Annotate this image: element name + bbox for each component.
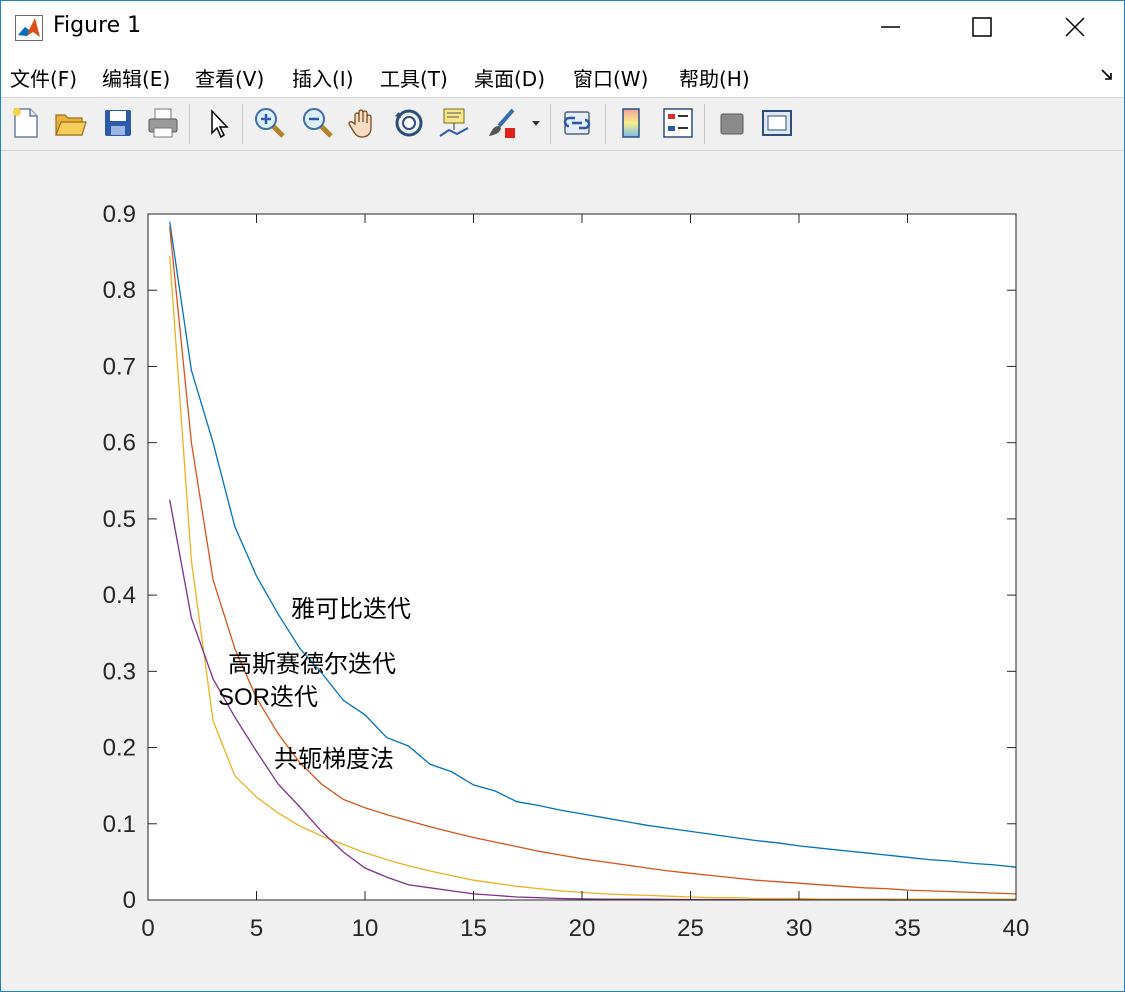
print-icon[interactable] <box>146 106 180 140</box>
legend-icon[interactable] <box>661 106 695 140</box>
maximize-button[interactable] <box>959 1 1005 53</box>
save-icon[interactable] <box>101 106 135 140</box>
link-plot-icon[interactable] <box>560 106 594 140</box>
x-tick-label: 15 <box>460 915 487 942</box>
y-tick-label: 0 <box>123 887 136 914</box>
label-layer: 0 5 10 15 20 25 30 35 40 0 0.1 0.2 0.3 0.4 0.5 0.6 0.7 0.… <box>103 201 1030 942</box>
x-tick-label: 25 <box>677 915 704 942</box>
x-tick-label: 0 <box>141 915 154 942</box>
series-line-jacobi <box>169 221 1017 868</box>
annotation-sor-cjk: 迭代 <box>270 683 318 711</box>
menu-desktop[interactable]: 桌面(D) <box>474 67 546 91</box>
axes-background <box>148 214 1016 900</box>
chevron-down-icon[interactable] <box>529 106 543 140</box>
x-tick-label: 30 <box>786 915 813 942</box>
matlab-logo-icon <box>15 15 43 41</box>
toolbar-separator <box>605 104 606 144</box>
x-tick-label: 10 <box>352 915 379 942</box>
annotation-gauss-seidel: 高斯赛德尔迭代 <box>228 650 396 678</box>
toolbar-separator <box>242 104 243 144</box>
dock-arrow-icon[interactable] <box>1099 67 1115 83</box>
menu-window[interactable]: 窗口(W) <box>573 67 649 91</box>
y-tick-label: 0.4 <box>103 582 136 609</box>
toolbar-separator <box>550 104 551 144</box>
y-tick-label: 0.9 <box>103 201 136 228</box>
plot-canvas[interactable]: 0 5 10 15 20 25 30 35 40 0 0.1 0.2 0.3 0.4 0.5 0.6 0.7 0.… <box>1 151 1124 991</box>
show-plot-tools-icon[interactable] <box>760 106 794 140</box>
toolbar-separator <box>189 104 190 144</box>
zoom-in-icon[interactable] <box>253 106 287 140</box>
data-cursor-icon[interactable] <box>437 106 471 140</box>
colorbar-icon[interactable] <box>615 106 649 140</box>
zoom-out-icon[interactable] <box>301 106 335 140</box>
open-file-icon[interactable] <box>53 106 87 140</box>
annotation-jacobi: 雅可比迭代 <box>291 595 411 623</box>
minimize-button[interactable] <box>867 1 913 53</box>
window-title: Figure 1 <box>53 13 142 38</box>
menu-tools[interactable]: 工具(T) <box>380 67 448 91</box>
close-button[interactable] <box>1052 1 1098 53</box>
title-bar: Figure 1 <box>1 1 1124 53</box>
menu-file[interactable]: 文件(F) <box>10 67 78 91</box>
menu-insert[interactable]: 插入(I) <box>292 67 354 91</box>
new-figure-icon[interactable] <box>9 106 43 140</box>
annotation-cg: 共轭梯度法 <box>274 745 394 773</box>
axes-box <box>147 213 1017 901</box>
y-tick-label: 0.7 <box>103 353 136 380</box>
x-tick-label: 5 <box>250 915 263 942</box>
x-tick-label: 20 <box>569 915 596 942</box>
y-tick-label: 0.1 <box>103 811 136 838</box>
toolbar <box>1 97 1124 151</box>
rotate-3d-icon[interactable] <box>392 106 426 140</box>
pan-hand-icon[interactable] <box>347 106 381 140</box>
series-line-gauss-seidel <box>169 226 1017 895</box>
menu-view[interactable]: 查看(V) <box>195 67 265 91</box>
menu-bar: 文件(F) 编辑(E) 查看(V) 插入(I) 工具(T) 桌面(D) 窗口(W… <box>1 53 1124 97</box>
y-tick-label: 0.8 <box>103 277 136 304</box>
brush-icon[interactable] <box>485 106 519 140</box>
hide-plot-tools-icon[interactable] <box>715 106 749 140</box>
series-line-sor <box>169 255 1016 900</box>
menu-help[interactable]: 帮助(H) <box>679 67 750 91</box>
annotation-sor: SOR迭代 <box>218 683 318 711</box>
annotation-sor-latin: SOR <box>218 684 270 711</box>
y-tick-label: 0.3 <box>103 658 136 685</box>
y-tick-label: 0.2 <box>103 735 136 762</box>
menu-edit[interactable]: 编辑(E) <box>102 67 171 91</box>
y-tick-label: 0.5 <box>103 506 136 533</box>
x-tick-label: 35 <box>894 915 921 942</box>
toolbar-separator <box>704 104 705 144</box>
y-tick-label: 0.6 <box>103 430 136 457</box>
pointer-icon[interactable] <box>202 106 236 140</box>
x-tick-label: 40 <box>1003 915 1030 942</box>
